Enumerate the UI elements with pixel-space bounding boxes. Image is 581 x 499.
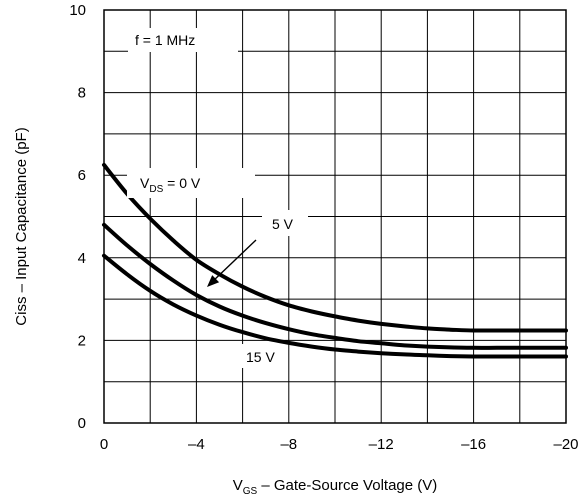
y-tick-label: 0 xyxy=(78,415,86,432)
y-tick-label: 6 xyxy=(78,167,86,184)
series-curve-2 xyxy=(102,253,568,359)
vds-five-arrow-line xyxy=(211,239,257,283)
x-axis-title-prefix: V xyxy=(233,477,243,494)
vds-five-label: 5 V xyxy=(272,216,294,232)
vds-zero-label-background xyxy=(127,168,255,198)
series-curve-1 xyxy=(102,222,568,350)
x-axis-title-suffix: – Gate-Source Voltage (V) xyxy=(257,477,437,494)
vds-fifteen-label-background xyxy=(237,344,281,368)
x-axis-title: VGS – Gate-Source Voltage (V) xyxy=(233,477,438,497)
vds-fifteen-label: 15 V xyxy=(246,349,275,365)
y-tick-label: 4 xyxy=(78,250,86,267)
vds-five-label-background xyxy=(262,210,308,236)
y-tick-labels: 0 2 4 6 8 10 xyxy=(69,2,86,432)
data-curves xyxy=(102,162,568,359)
plot-frame xyxy=(103,9,567,424)
vds-zero-label: VDS = 0 V xyxy=(140,175,201,195)
vds-zero-label-subscript: DS xyxy=(149,184,163,195)
x-tick-label: –20 xyxy=(553,436,578,453)
frequency-label: f = 1 MHz xyxy=(135,32,195,48)
y-axis-title: Ciss – Input Capacitance (pF) xyxy=(13,127,30,325)
y-tick-label: 2 xyxy=(78,332,86,349)
x-tick-label: –12 xyxy=(369,436,394,453)
grid-lines xyxy=(104,10,566,423)
x-tick-label: –16 xyxy=(461,436,486,453)
x-tick-label: –8 xyxy=(280,436,297,453)
vds-zero-label-suffix: = 0 V xyxy=(163,175,201,191)
frequency-label-background xyxy=(128,28,238,52)
x-axis-title-subscript: GS xyxy=(243,486,258,497)
y-tick-label: 10 xyxy=(69,2,86,19)
x-tick-label: 0 xyxy=(100,436,108,453)
x-tick-label: –4 xyxy=(188,436,205,453)
vds-five-arrow-head xyxy=(207,275,220,287)
x-tick-labels: 0 –4 –8 –12 –16 –20 xyxy=(100,436,579,453)
series-curve-0 xyxy=(102,162,568,333)
vds-zero-label-prefix: V xyxy=(140,175,150,191)
y-tick-label: 8 xyxy=(78,85,86,102)
